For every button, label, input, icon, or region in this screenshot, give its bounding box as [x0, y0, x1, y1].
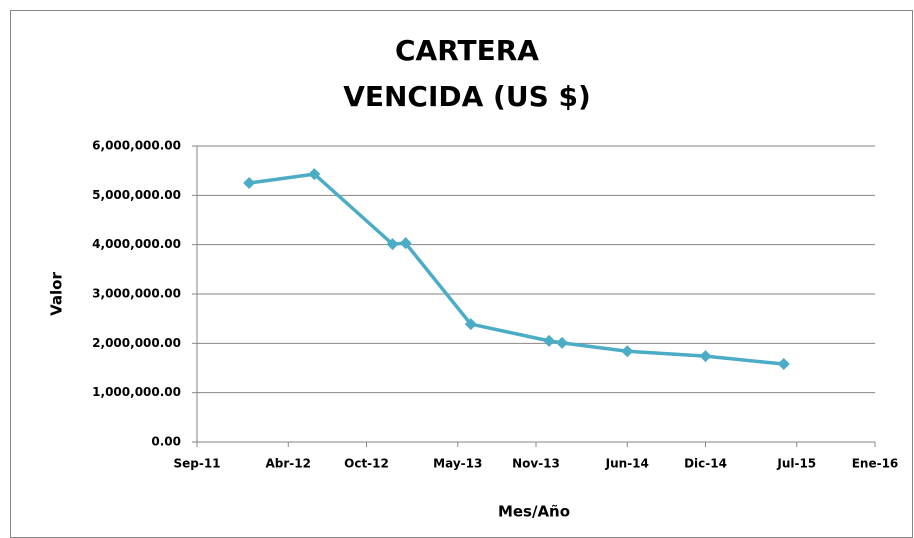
- data-point: [543, 334, 556, 347]
- x-axis-title: Mes/Año: [498, 503, 570, 521]
- x-tick-label: Nov-13: [512, 457, 560, 471]
- data-point: [464, 318, 477, 331]
- chart-border: [10, 10, 913, 538]
- y-tick-label: 0.00: [151, 435, 181, 449]
- data-point: [243, 177, 256, 189]
- data-point: [777, 358, 790, 371]
- x-tick-label: Jun-14: [605, 457, 649, 471]
- y-axis-title: Valor: [48, 272, 66, 316]
- y-tick-label: 5,000,000.00: [92, 188, 181, 202]
- chart-title: VENCIDA (US $): [343, 80, 591, 113]
- x-tick-label: Ene-16: [852, 457, 899, 471]
- data-point: [308, 168, 321, 181]
- x-tick-label: Dic-14: [684, 457, 727, 471]
- x-tick-label: Abr-12: [266, 457, 311, 471]
- x-tick-label: Oct-12: [344, 457, 389, 471]
- y-tick-label: 2,000,000.00: [92, 336, 181, 350]
- data-point: [556, 336, 569, 349]
- x-tick-label: May-13: [433, 457, 482, 471]
- data-point: [399, 237, 412, 250]
- y-tick-label: 1,000,000.00: [92, 385, 181, 399]
- data-point: [386, 238, 399, 251]
- x-tick-label: Sep-11: [173, 457, 220, 471]
- y-tick-label: 4,000,000.00: [92, 237, 181, 251]
- data-point: [699, 350, 712, 363]
- x-tick-label: Jul-15: [776, 457, 816, 471]
- data-point: [621, 345, 634, 358]
- data-line: [248, 172, 784, 366]
- y-tick-label: 6,000,000.00: [92, 139, 181, 153]
- y-tick-label: 3,000,000.00: [92, 287, 181, 301]
- chart-title: CARTERA: [395, 34, 539, 67]
